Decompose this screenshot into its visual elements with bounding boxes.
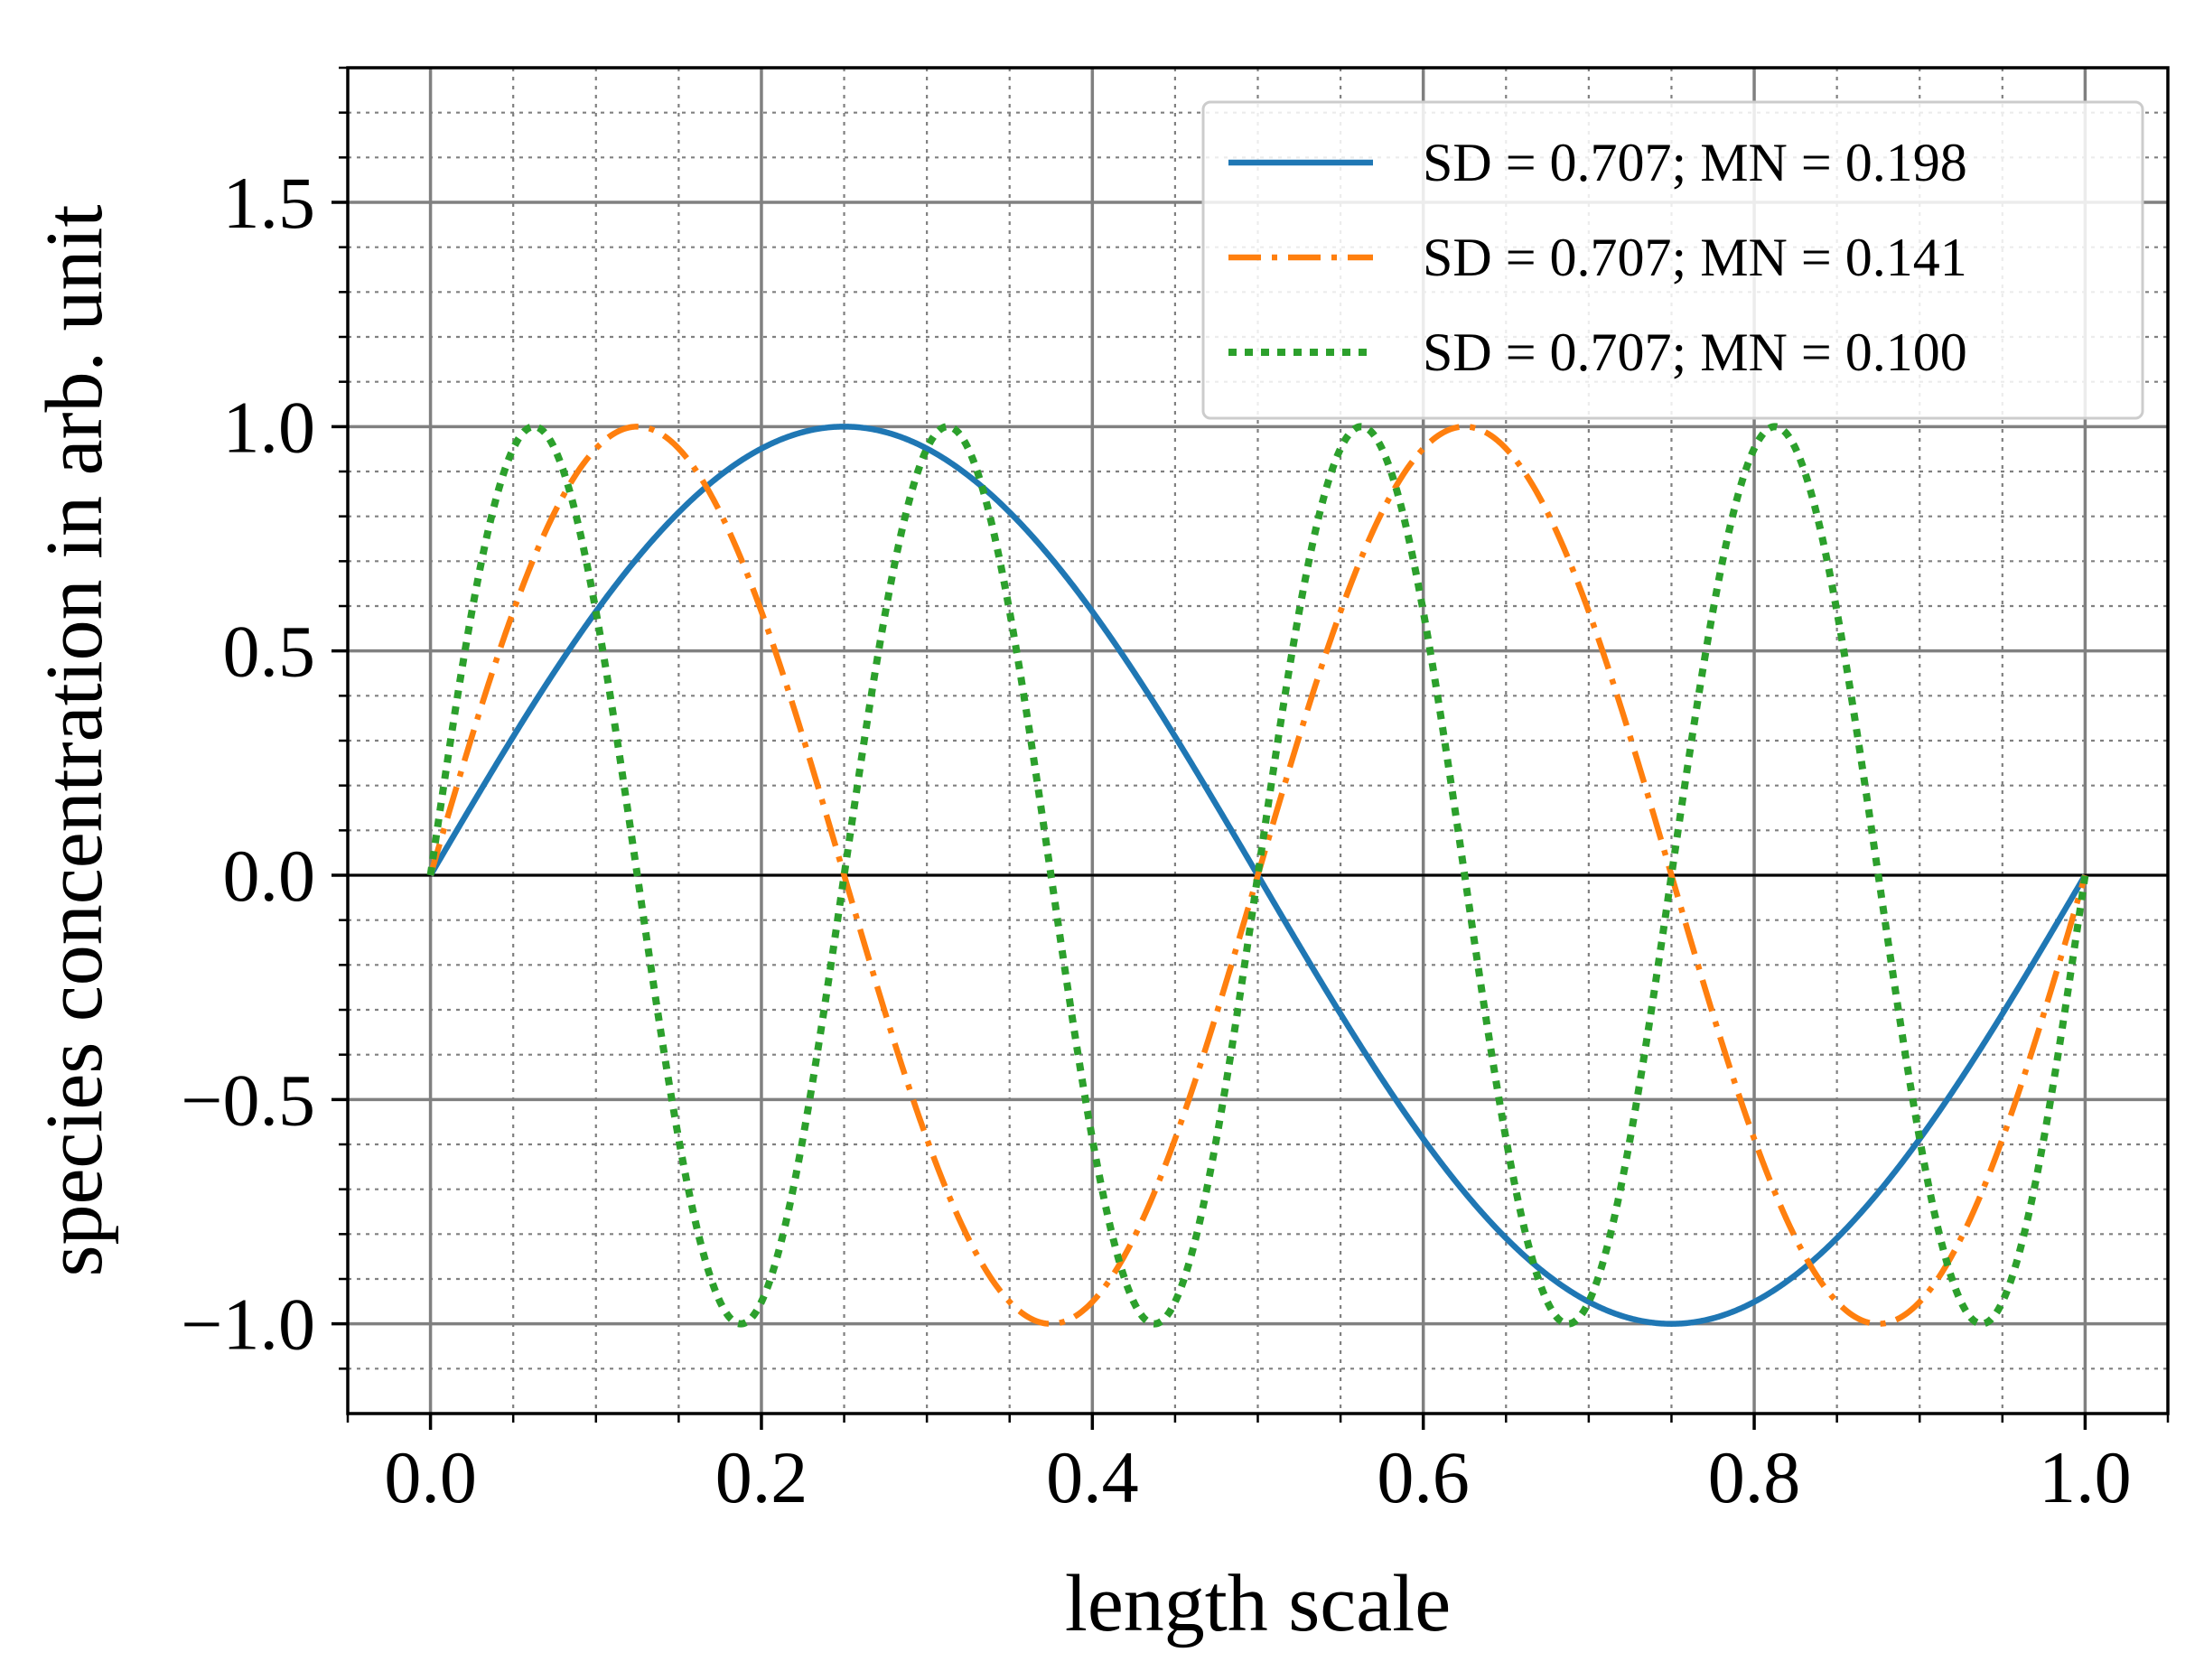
legend-box: [1201, 100, 2144, 420]
x-axis-label: length scale: [1065, 1559, 1451, 1648]
x-tick-label: 0.8: [1708, 1436, 1801, 1518]
y-tick-label: 0.5: [223, 611, 316, 693]
series-line-2: [427, 424, 2088, 1327]
y-tick-label: 1.5: [223, 162, 316, 244]
y-axis-label: species concentration in arb. unit: [30, 204, 119, 1276]
legend: SD = 0.707; MN = 0.198 SD = 0.707; MN = 0…: [1201, 100, 2144, 420]
x-tick-label: 0.0: [384, 1436, 477, 1518]
x-tick-label: 1.0: [2039, 1436, 2132, 1518]
y-tick-label: 1.0: [223, 386, 316, 468]
ticks: 0.0 0.2 0.4 0.6 0.8 1.0 −1.0 −0.5 0.0 0.5 1.0 1.5: [181, 66, 2170, 1518]
series-layer: [426, 423, 2089, 1328]
x-tick-label: 0.4: [1046, 1436, 1139, 1518]
y-tick-label: −0.5: [181, 1059, 315, 1141]
legend-label-1: SD = 0.707; MN = 0.198: [1423, 133, 1967, 192]
y-tick-label: 0.0: [223, 835, 316, 917]
legend-label-2: SD = 0.707; MN = 0.141: [1423, 228, 1967, 287]
x-tick-label: 0.2: [715, 1436, 808, 1518]
y-tick-label: −1.0: [181, 1283, 315, 1366]
x-tick-label: 0.6: [1377, 1436, 1470, 1518]
legend-label-3: SD = 0.707; MN = 0.100: [1423, 322, 1967, 382]
